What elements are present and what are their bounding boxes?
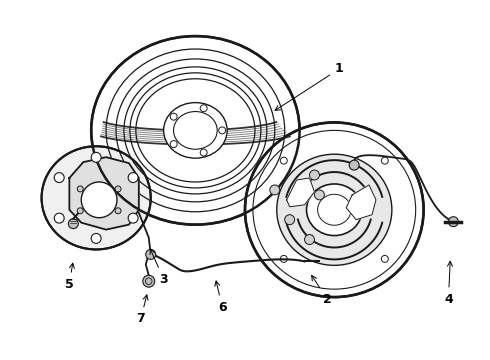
Circle shape (310, 170, 319, 180)
Polygon shape (70, 157, 139, 230)
Circle shape (315, 190, 324, 200)
Text: 4: 4 (444, 261, 453, 306)
Text: 6: 6 (215, 281, 226, 314)
Circle shape (146, 249, 156, 260)
Polygon shape (346, 185, 376, 220)
Circle shape (305, 235, 315, 244)
Circle shape (285, 215, 294, 225)
Circle shape (54, 213, 64, 223)
Circle shape (170, 113, 177, 120)
Circle shape (81, 182, 117, 218)
Circle shape (381, 255, 388, 262)
Circle shape (170, 141, 177, 148)
Circle shape (54, 173, 64, 183)
Circle shape (349, 160, 359, 170)
Ellipse shape (91, 36, 299, 225)
Circle shape (200, 105, 207, 112)
Text: 2: 2 (312, 275, 332, 306)
Text: 7: 7 (136, 295, 148, 325)
Text: 3: 3 (150, 249, 168, 286)
Circle shape (219, 127, 226, 134)
Circle shape (77, 186, 83, 192)
Ellipse shape (245, 122, 424, 297)
Circle shape (115, 186, 121, 192)
Ellipse shape (307, 184, 362, 235)
Circle shape (128, 213, 138, 223)
Circle shape (280, 255, 287, 262)
Circle shape (91, 233, 101, 243)
Ellipse shape (277, 154, 392, 265)
Text: 5: 5 (65, 263, 74, 291)
Ellipse shape (164, 103, 227, 158)
Circle shape (77, 208, 83, 214)
Ellipse shape (42, 146, 151, 249)
Circle shape (69, 219, 78, 229)
Circle shape (143, 275, 155, 287)
Circle shape (270, 185, 280, 195)
Circle shape (128, 173, 138, 183)
Circle shape (381, 157, 388, 164)
Text: 1: 1 (275, 62, 343, 111)
Circle shape (280, 157, 287, 164)
Polygon shape (287, 178, 315, 207)
Circle shape (200, 149, 207, 156)
Circle shape (115, 208, 121, 214)
Circle shape (91, 152, 101, 162)
Circle shape (448, 217, 458, 227)
